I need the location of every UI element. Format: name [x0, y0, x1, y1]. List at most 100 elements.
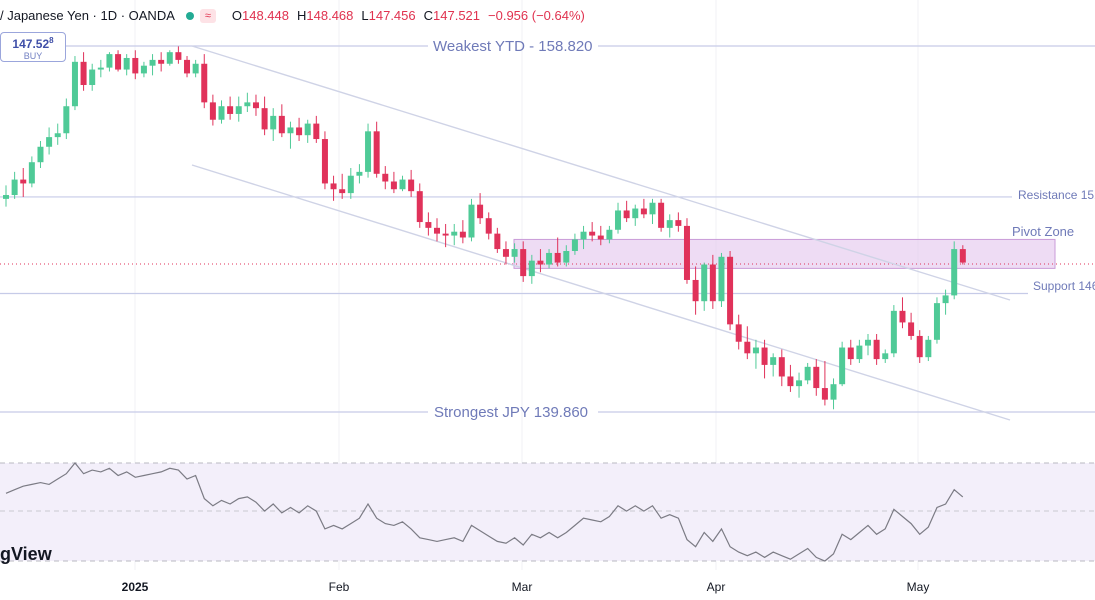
candle-98: [847, 339, 854, 365]
candle-body-69: [597, 235, 604, 240]
buy-price: 147.52: [12, 37, 50, 51]
candle-11: [97, 59, 104, 78]
candle-body-100: [865, 339, 871, 346]
candle-body-53: [459, 231, 466, 238]
candle-body-91: [787, 376, 794, 387]
candle-21: [184, 56, 191, 78]
candle-body-20: [175, 52, 182, 60]
candle-15: [132, 50, 139, 80]
candle-body-67: [580, 231, 587, 240]
candle-61: [528, 254, 535, 284]
candle-body-63: [546, 252, 553, 265]
candle-body-35: [304, 123, 311, 136]
low-label: L: [361, 8, 369, 23]
candle-body-34: [296, 127, 303, 136]
candle-body-0: [3, 195, 9, 199]
candle-45: [390, 171, 397, 194]
candle-4: [37, 140, 44, 168]
candle-body-65: [563, 251, 570, 263]
candle-30: [261, 96, 268, 136]
candle-20: [175, 46, 182, 64]
candle-body-14: [123, 57, 130, 70]
candle-body-57: [494, 233, 501, 250]
candle-body-49: [425, 222, 432, 228]
candle-35: [304, 119, 311, 143]
candle-5: [46, 127, 53, 155]
candle-56: [485, 212, 492, 240]
candle-body-99: [856, 345, 863, 360]
candle-body-17: [149, 59, 156, 66]
candle-body-51: [442, 233, 449, 236]
candle-51: [442, 223, 449, 248]
candle-body-87: [752, 347, 759, 354]
candle-body-84: [727, 256, 734, 325]
candle-63: [546, 249, 553, 269]
candle-82: [709, 254, 716, 309]
candle-44: [382, 166, 389, 190]
brand-logo: gView: [0, 544, 52, 564]
candle-body-111: [959, 249, 966, 263]
candle-body-48: [416, 191, 423, 223]
candle-body-45: [390, 181, 397, 190]
candle-body-102: [882, 353, 889, 360]
candle-body-110: [951, 249, 958, 296]
candle-103: [890, 305, 897, 358]
high-value: 148.468: [306, 8, 354, 23]
candle-body-78: [675, 220, 682, 226]
candle-body-33: [287, 127, 294, 134]
candle-body-108: [933, 303, 940, 340]
symbol-title[interactable]: / Japanese Yen · 1D · OANDA: [0, 8, 175, 23]
candle-body-19: [166, 52, 173, 64]
candle-body-44: [382, 173, 389, 182]
market-open-dot-icon: [185, 11, 194, 20]
candle-body-32: [278, 115, 285, 134]
buy-price-fraction: 8: [49, 36, 54, 45]
candle-73: [632, 204, 639, 226]
candle-68: [589, 222, 596, 242]
candle-body-72: [623, 210, 630, 219]
candle-87: [752, 339, 759, 369]
candle-97: [839, 341, 846, 387]
wave-icon[interactable]: ≈: [199, 8, 216, 23]
candle-83: [718, 252, 725, 307]
candle-27: [235, 96, 242, 122]
price-levels: [0, 45, 1095, 413]
candle-40: [347, 168, 354, 199]
candle-body-50: [434, 227, 440, 234]
candle-body-106: [916, 335, 923, 358]
candle-body-61: [528, 260, 535, 277]
candle-84: [727, 251, 734, 331]
buy-price-badge[interactable]: 147.528 BUY: [0, 32, 66, 62]
candle-body-58: [502, 249, 509, 257]
candle-body-92: [796, 380, 803, 387]
candle-2: [20, 168, 27, 197]
candle-body-10: [89, 69, 96, 85]
candle-body-41: [356, 171, 363, 176]
candle-62: [537, 249, 544, 273]
rsi-pane: [0, 462, 1095, 562]
candle-body-74: [640, 208, 647, 215]
candle-60: [520, 241, 527, 282]
candle-body-36: [313, 123, 320, 140]
candle-body-25: [218, 106, 225, 120]
open-value: 148.448: [242, 8, 289, 23]
x-tick-2025: 2025: [121, 580, 149, 594]
candle-7: [63, 98, 70, 140]
candle-body-24: [209, 102, 216, 120]
candle-96: [830, 378, 837, 410]
candle-body-47: [408, 179, 415, 192]
weakest-ytd-label: Weakest YTD - 158.820: [433, 38, 593, 55]
candle-31: [270, 108, 277, 141]
candle-body-82: [709, 264, 716, 302]
candle-body-31: [270, 115, 277, 130]
candle-body-15: [132, 57, 139, 74]
candle-95: [821, 361, 828, 406]
candle-57: [494, 227, 501, 253]
candle-body-16: [140, 65, 147, 74]
candle-13: [115, 50, 122, 72]
candle-22: [192, 59, 199, 78]
candle-106: [916, 330, 923, 363]
buy-label: BUY: [23, 51, 43, 61]
channel-upper-line: [191, 45, 1011, 301]
